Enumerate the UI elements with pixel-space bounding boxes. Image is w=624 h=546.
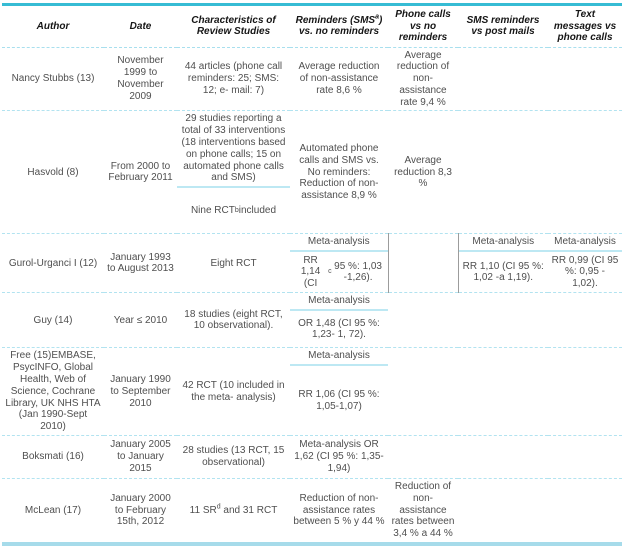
cell-blocks: Meta-analysis RR 1,10 (CI 95 %: 1,02 -a 1… — [458, 235, 548, 293]
header-row: Author Date Characteristics of Review St… — [2, 4, 622, 48]
cell-phone-vs-none — [388, 292, 458, 348]
cell-sms-vs-none: Reduction of non-assistance rates betwee… — [290, 478, 388, 545]
cell-sms-vs-post — [458, 435, 548, 479]
cell-sms-vs-none: Meta-analysis OR 1,48 (CI 95 %: 1,23- 1, … — [290, 292, 388, 348]
cell-characteristics: 42 RCT (10 included in the meta- analysi… — [177, 347, 290, 436]
column-header-phone-vs-none: Phone calls vs no reminders — [388, 4, 458, 48]
table-row: Hasvold (8) From 2000 to February 2011 29 … — [2, 110, 622, 234]
cell-author: Gurol-Urganci I (12) — [2, 233, 104, 293]
cell-sms-vs-post — [458, 46, 548, 111]
cell-sms-vs-none: Automated phone calls and SMS vs. No rem… — [290, 110, 388, 234]
cell-characteristics: 11 SRd and 31 RCT — [177, 478, 290, 545]
cell-author: McLean (17) — [2, 478, 104, 545]
cell-sms-vs-post — [458, 292, 548, 348]
table-page: Author Date Characteristics of Review St… — [2, 3, 622, 546]
table-row: Free (15)EMBASE, PsycINFO, Global Health… — [2, 347, 622, 436]
table-row: McLean (17) January 2000 to February 15th… — [2, 478, 622, 545]
cell-blocks: Meta-analysis RR 0,99 (CI 95 %: 0,95 - 1,… — [548, 235, 622, 293]
cell-text-vs-phone — [548, 478, 622, 545]
column-header-text-vs-phone: Text messages vs phone calls — [548, 4, 622, 48]
cell-characteristics: Eight RCT — [177, 233, 290, 293]
cell-block: Meta-analysis — [554, 236, 616, 248]
cell-block: OR 1,48 (CI 95 %: 1,23- 1, 72). — [290, 309, 388, 347]
cell-date: January 2000 to February 15th, 2012 — [104, 478, 177, 545]
cell-date: January 1993 to August 2013 — [104, 233, 177, 293]
column-header-date: Date — [104, 4, 177, 48]
cell-phone-vs-none: Reduction of non-assistance rates betwee… — [388, 478, 458, 545]
cell-characteristics: 28 studies (13 RCT, 15 observational) — [177, 435, 290, 479]
table-row: Nancy Stubbs (13) November 1999 to Novemb… — [2, 46, 622, 111]
cell-sms-vs-none: Meta-analysis RR 1,14 (CI c 95 %: 1,03 -1,… — [290, 233, 388, 293]
cell-blocks: Meta-analysis OR 1,48 (CI 95 %: 1,23- 1, … — [290, 294, 388, 348]
cell-characteristics: 18 studies (eight RCT, 10 observational)… — [177, 292, 290, 348]
cell-text-vs-phone — [548, 110, 622, 234]
cell-blocks: 29 studies reporting a total of 33 inter… — [177, 112, 290, 234]
column-header-characteristics: Characteristics of Review Studies — [177, 4, 290, 48]
cell-author: Nancy Stubbs (13) — [2, 46, 104, 111]
table-row: Boksmati (16) January 2005 to January 201… — [2, 435, 622, 479]
cell-date: November 1999 to November 2009 — [104, 46, 177, 111]
column-header-sms-vs-post: SMS reminders vs post mails — [458, 4, 548, 48]
cell-sms-vs-none: Meta-analysis OR 1,62 (CI 95 %: 1,35-1,9… — [290, 435, 388, 479]
column-header-author: Author — [2, 4, 104, 48]
cell-blocks: Meta-analysis RR 1,06 (CI 95 %: 1,05-1,07… — [290, 349, 388, 435]
table-row: Gurol-Urganci I (12) January 1993 to Augu… — [2, 233, 622, 293]
cell-phone-vs-none: Average reduction 8,3 % — [388, 110, 458, 234]
cell-date: Year ≤ 2010 — [104, 292, 177, 348]
cell-block: Meta-analysis — [308, 295, 370, 307]
cell-sms-vs-none: Meta-analysis RR 1,06 (CI 95 %: 1,05-1,07… — [290, 347, 388, 436]
table-body: Nancy Stubbs (13) November 1999 to Novemb… — [2, 46, 622, 545]
cell-phone-vs-none: Average reduction of non-assistance rate… — [388, 46, 458, 111]
cell-author: Free (15)EMBASE, PsycINFO, Global Health… — [2, 347, 104, 436]
column-header-sms-vs-none: Reminders (SMSa) vs. no reminders — [290, 4, 388, 48]
cell-block: Meta-analysis — [307, 236, 370, 248]
cell-text-vs-phone — [548, 347, 622, 436]
cell-blocks: Meta-analysis RR 1,14 (CI c 95 %: 1,03 -1,… — [290, 235, 388, 293]
cell-sms-vs-post: Meta-analysis RR 1,10 (CI 95 %: 1,02 -a 1… — [458, 233, 548, 293]
cell-text-vs-phone — [548, 292, 622, 348]
cell-sms-vs-post — [458, 110, 548, 234]
cell-block: RR 0,99 (CI 95 %: 0,95 - 1,02). — [548, 250, 622, 292]
cell-block: 29 studies reporting a total of 33 inter… — [181, 113, 286, 184]
cell-phone-vs-none — [387, 233, 459, 293]
cell-phone-vs-none — [388, 347, 458, 436]
cell-block: Meta-analysis — [308, 350, 370, 362]
cell-characteristics: 29 studies reporting a total of 33 inter… — [177, 110, 290, 234]
cell-sms-vs-post — [458, 347, 548, 436]
cell-sms-vs-post — [458, 478, 548, 545]
cell-text-vs-phone — [548, 46, 622, 111]
cell-author: Hasvold (8) — [2, 110, 104, 234]
cell-block: Meta-analysis — [472, 236, 535, 248]
cell-date: From 2000 to February 2011 — [104, 110, 177, 234]
cell-block: RR 1,10 (CI 95 %: 1,02 -a 1,19). — [458, 250, 548, 292]
cell-text-vs-phone — [548, 435, 622, 479]
cell-phone-vs-none — [388, 435, 458, 479]
cell-date: January 1990 to September 2010 — [104, 347, 177, 436]
cell-sms-vs-none: Average reduction of non-assistance rate… — [290, 46, 388, 111]
cell-text-vs-phone: Meta-analysis RR 0,99 (CI 95 %: 0,95 - 1,… — [548, 233, 622, 293]
cell-block: RR 1,06 (CI 95 %: 1,05-1,07) — [290, 364, 388, 435]
cell-block: Nine RCT b included — [177, 186, 290, 233]
review-table: Author Date Characteristics of Review St… — [2, 3, 622, 546]
cell-author: Boksmati (16) — [2, 435, 104, 479]
cell-block: RR 1,14 (CI c 95 %: 1,03 -1,26). — [290, 250, 388, 292]
cell-author: Guy (14) — [2, 292, 104, 348]
table-row: Guy (14) Year ≤ 2010 18 studies (eight RCT… — [2, 292, 622, 348]
cell-characteristics: 44 articles (phone call reminders: 25; S… — [177, 46, 290, 111]
cell-date: January 2005 to January 2015 — [104, 435, 177, 479]
